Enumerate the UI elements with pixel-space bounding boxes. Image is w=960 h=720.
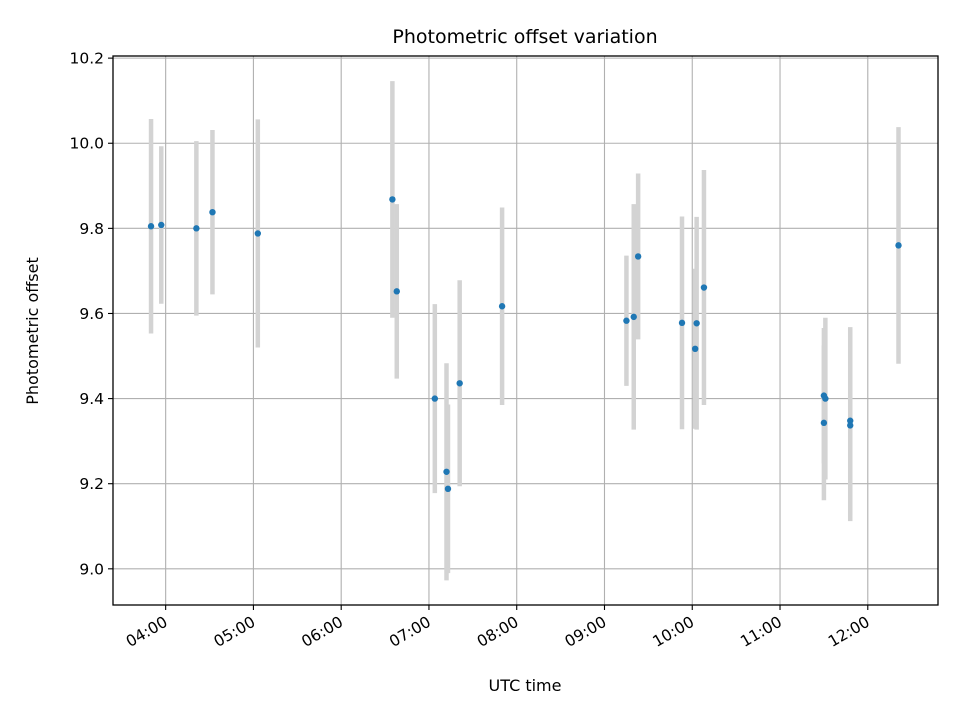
- grid-lines: [113, 56, 938, 605]
- x-axis-ticks: 04:00 05:00 06:00 07:00 08:00 09:00 10:00 11:00…: [123, 605, 873, 651]
- x-axis-label: UTC time: [489, 676, 562, 695]
- data-point: [389, 196, 396, 203]
- data-point: [444, 485, 452, 493]
- x-tick-label: 08:00: [474, 613, 522, 651]
- x-tick-label: 12:00: [825, 613, 873, 651]
- data-point: [158, 221, 165, 229]
- y-tick-label: 9.2: [79, 475, 104, 493]
- plot-area: [113, 56, 938, 605]
- data-point: [895, 242, 902, 249]
- data-point: [693, 320, 700, 327]
- y-tick-label: 9.8: [79, 220, 104, 238]
- x-tick-label: 05:00: [211, 613, 259, 651]
- data-point: [431, 395, 439, 402]
- data-point: [634, 253, 642, 260]
- data-points: [147, 196, 902, 493]
- data-point: [700, 284, 708, 291]
- y-axis-ticks: 9.0 9.2 9.4 9.6 9.8 10.0 10.2: [69, 50, 113, 578]
- x-tick-label: 11:00: [737, 613, 785, 651]
- data-point: [498, 303, 506, 310]
- data-point: [147, 223, 155, 230]
- data-point: [209, 208, 216, 216]
- data-point: [847, 417, 854, 424]
- y-tick-label: 10.2: [69, 50, 104, 68]
- data-point: [678, 319, 686, 327]
- y-tick-label: 9.0: [79, 560, 104, 578]
- axes-border: [112, 55, 939, 606]
- y-tick-label: 9.6: [79, 305, 104, 323]
- data-point: [820, 419, 828, 427]
- x-tick-label: 04:00: [123, 613, 171, 651]
- data-point: [847, 422, 854, 429]
- data-point: [623, 317, 630, 324]
- plot-background: [113, 56, 938, 605]
- data-point: [822, 395, 829, 402]
- y-axis-label: Photometric offset: [23, 257, 42, 405]
- data-point: [393, 288, 400, 295]
- data-point: [630, 313, 637, 321]
- data-point: [254, 230, 262, 237]
- data-point: [193, 225, 200, 232]
- x-tick-label: 09:00: [562, 613, 610, 651]
- y-tick-label: 10.0: [69, 135, 104, 153]
- data-point: [691, 345, 699, 352]
- data-point: [443, 468, 450, 475]
- axes-frame: [112, 55, 939, 606]
- y-tick-label: 9.4: [79, 390, 104, 408]
- chart-title: Photometric offset variation: [392, 26, 657, 48]
- data-point: [456, 380, 463, 387]
- x-tick-label: 10:00: [650, 613, 698, 651]
- x-tick-label: 06:00: [299, 613, 347, 651]
- x-tick-label: 07:00: [386, 613, 434, 651]
